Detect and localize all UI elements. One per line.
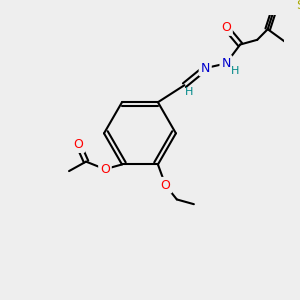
- Text: N: N: [200, 62, 210, 75]
- Text: O: O: [221, 21, 231, 34]
- Text: H: H: [231, 66, 240, 76]
- Text: O: O: [100, 163, 110, 176]
- Text: S: S: [296, 0, 300, 13]
- Text: N: N: [221, 57, 231, 70]
- Text: O: O: [160, 179, 170, 192]
- Text: H: H: [185, 87, 193, 97]
- Text: O: O: [74, 138, 83, 151]
